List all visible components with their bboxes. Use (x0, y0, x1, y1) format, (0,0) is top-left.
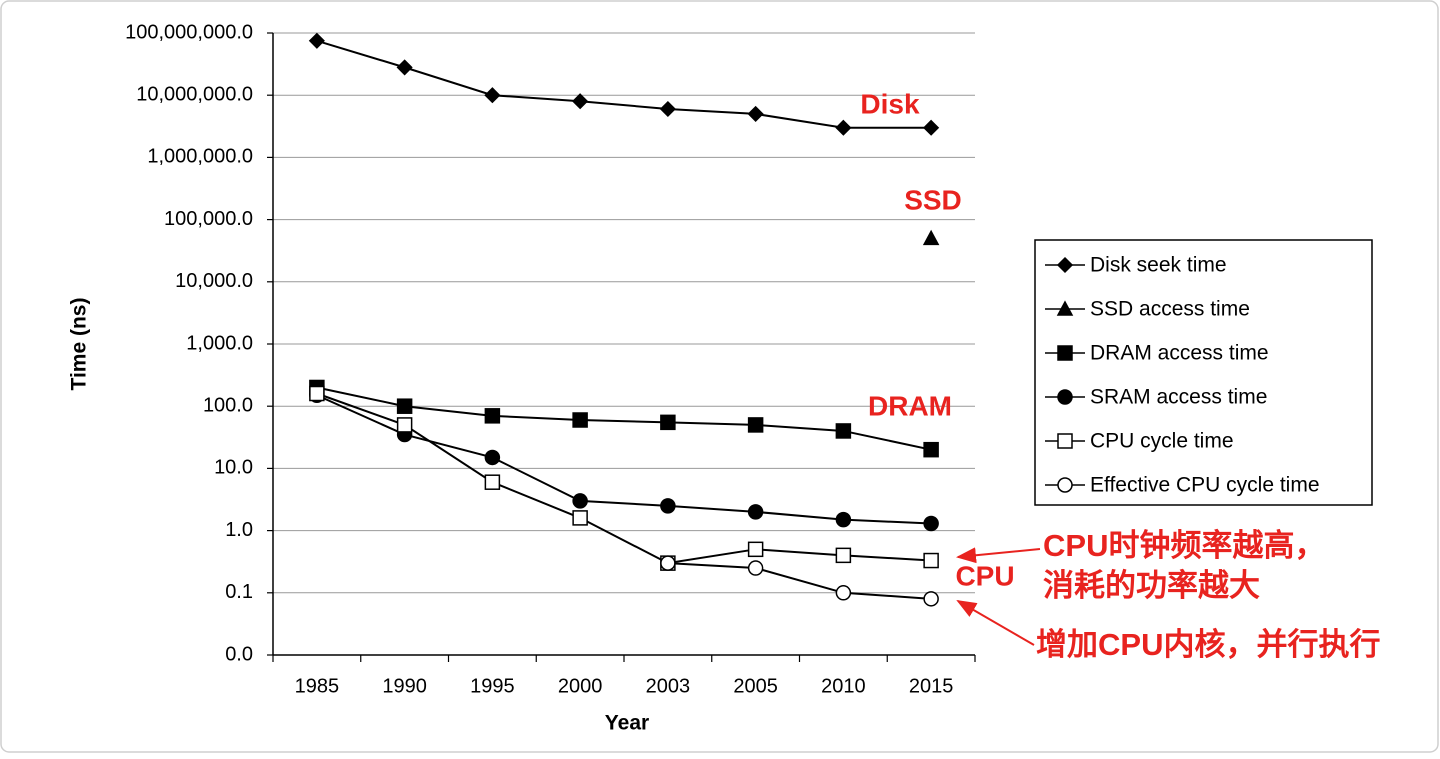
marker (747, 541, 764, 558)
marker (309, 385, 325, 402)
y-tick-label: 10.0 (214, 457, 253, 479)
marker (660, 414, 676, 431)
y-tick-label: 10,000,000.0 (136, 83, 253, 105)
annotation: CPU (955, 560, 1014, 591)
marker (747, 504, 764, 520)
y-tick-label: 10,000.0 (175, 270, 253, 292)
marker (660, 555, 676, 571)
x-tick-label: 2000 (558, 675, 603, 697)
marker (1057, 389, 1073, 405)
series-line (316, 394, 932, 525)
y-tick-label: 100,000.0 (164, 208, 253, 230)
marker (484, 449, 501, 466)
marker (1057, 477, 1073, 493)
series-line (316, 392, 932, 565)
arrow (956, 599, 1035, 646)
series-line (316, 39, 932, 129)
x-tick-label: 2015 (909, 675, 954, 697)
x-tick-label: 1995 (470, 675, 515, 697)
x-tick-label: 1990 (382, 675, 427, 697)
y-tick-label: 1.0 (225, 519, 253, 541)
marker (1056, 256, 1074, 274)
marker (484, 408, 501, 424)
legend-box (1034, 239, 1373, 506)
marker (572, 412, 588, 428)
marker (659, 100, 676, 118)
marker (923, 119, 940, 136)
marker (923, 552, 939, 569)
marker (484, 87, 501, 104)
marker (396, 398, 413, 414)
series-line (667, 562, 932, 600)
y-axis-label: Time (ns) (68, 298, 91, 391)
x-tick-label: 2003 (646, 675, 691, 697)
marker (572, 510, 588, 526)
x-tick-label: 2005 (733, 675, 778, 697)
y-tick-label: 0.1 (225, 581, 253, 603)
y-tick-label: 100.0 (203, 394, 253, 416)
annotation: CPU时钟频率越高， (1043, 528, 1325, 563)
legend-label: Disk seek time (1090, 254, 1227, 277)
marker (660, 498, 676, 514)
y-tick-label: 1,000,000.0 (147, 146, 253, 168)
x-tick-label: 2010 (821, 675, 866, 697)
annotation: DRAM (868, 390, 952, 421)
marker (396, 417, 413, 433)
annotation: Disk (860, 88, 920, 119)
marker (1056, 300, 1074, 316)
marker (747, 560, 764, 576)
legend-label: SSD access time (1090, 298, 1250, 321)
annotation: SSD (904, 184, 962, 215)
marker (484, 474, 501, 490)
marker (835, 585, 852, 601)
legend-label: Effective CPU cycle time (1090, 474, 1320, 497)
x-tick-label: 1985 (295, 675, 340, 697)
marker (835, 119, 852, 136)
marker (572, 93, 589, 110)
marker (835, 547, 852, 564)
y-tick-label: 1,000.0 (186, 332, 253, 354)
marker (922, 229, 940, 246)
marker (923, 441, 939, 458)
marker (572, 493, 588, 509)
arrow (956, 547, 1041, 564)
legend-label: DRAM access time (1090, 342, 1269, 365)
y-tick-label: 100,000,000.0 (125, 21, 253, 43)
marker (308, 32, 325, 49)
marker (747, 417, 764, 433)
series-line (316, 386, 932, 451)
annotation: 消耗的功率越大 (1043, 568, 1260, 603)
marker (835, 423, 852, 439)
marker (923, 515, 939, 532)
marker (1057, 433, 1073, 449)
legend-label: SRAM access time (1090, 386, 1267, 409)
annotation: 增加CPU内核，并行执行 (1036, 627, 1380, 662)
marker (396, 59, 413, 76)
marker (835, 511, 852, 528)
y-tick-label: 0.0 (225, 643, 253, 665)
legend-label: CPU cycle time (1090, 430, 1234, 453)
marker (923, 591, 939, 607)
marker (747, 105, 764, 122)
x-axis-label: Year (605, 712, 649, 735)
marker (1057, 345, 1073, 361)
